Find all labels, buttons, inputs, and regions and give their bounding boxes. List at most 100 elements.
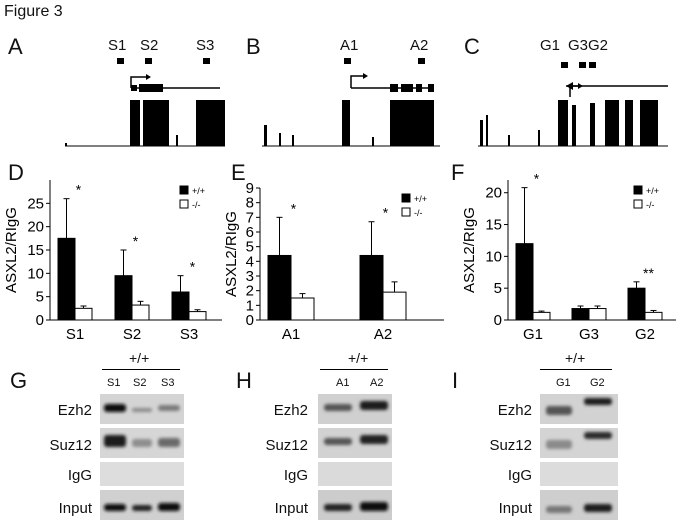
y-tick-label-d-3: 15	[27, 242, 44, 259]
probe-label-g3g2: G3G2	[568, 37, 609, 54]
genotype-line-g	[102, 369, 180, 370]
y-tick-label-e-4: 4	[246, 253, 254, 270]
genotype-label-i: +/+	[565, 350, 586, 366]
genotype-label-g: +/+	[129, 350, 150, 366]
panel-letter-e: E	[231, 160, 246, 185]
chip-peak-c3	[640, 100, 658, 146]
genotype-line-i	[540, 369, 612, 370]
legend-label-f-1: -/-	[646, 200, 655, 210]
gel-row-label-i-igg: IgG	[507, 467, 532, 484]
bar-d-s1-s1	[74, 307, 93, 321]
lane-label-g-s3: S3	[161, 377, 175, 389]
gel-row-label-h-ezh2: Ezh2	[273, 402, 308, 419]
legend-swatch-e-0	[401, 193, 411, 203]
probe-label-a1: A1	[340, 37, 359, 54]
y-tick-label-e-2: 2	[246, 283, 254, 300]
bar-f-g2-s0	[627, 287, 646, 321]
gel-row-label-h-input: Input	[274, 500, 308, 517]
bar-e-a1-s0	[267, 254, 292, 321]
lane-label-g-s2: S2	[133, 377, 147, 389]
gene-track-a	[65, 58, 225, 147]
bar-f-g3-s1	[588, 308, 607, 321]
significance-e-a1: *	[291, 200, 297, 216]
y-tick-label-f-2: 10	[485, 248, 502, 265]
chip-peak-c2	[605, 100, 619, 146]
y-axis-label-e: ASXL2/RIgG	[224, 211, 240, 297]
panel-letter-g: G	[10, 368, 28, 393]
significance-e-a2: *	[383, 205, 389, 221]
y-tick-label-e-9: 9	[246, 180, 254, 197]
y-tick-label-d-5: 25	[27, 195, 44, 212]
lane-label-g-s1: S1	[107, 377, 121, 389]
legend-swatch-e-1	[401, 207, 411, 217]
lane-label-h-a1: A1	[336, 377, 350, 389]
chip-peak-c1	[558, 100, 568, 146]
y-tick-label-d-1: 5	[36, 289, 44, 306]
bar-d-s2-s1	[131, 304, 150, 321]
gel-row-label-i-suz12: Suz12	[489, 437, 532, 454]
chip-peak-a1	[130, 100, 140, 146]
probe-label-a2: A2	[410, 37, 429, 54]
probe-marker-g2	[589, 62, 596, 68]
gel-blot-h	[318, 394, 392, 520]
significance-f-g2: **	[643, 265, 654, 281]
gel-row-label-i-ezh2: Ezh2	[497, 402, 532, 419]
gel-blot-g	[100, 394, 184, 520]
probe-marker-s3	[203, 58, 210, 64]
gel-row-label-i-input: Input	[498, 500, 532, 517]
legend-swatch-d-0	[179, 185, 189, 195]
probe-label-g1: G1	[540, 37, 561, 54]
x-tick-label-f-g3: G3	[579, 326, 599, 340]
gene-track-b	[262, 58, 440, 147]
bar-d-s3-s0	[171, 291, 190, 321]
legend-label-f-0: +/+	[646, 186, 659, 196]
significance-f-g1: *	[534, 171, 540, 187]
bar-chart-f: 0 5 10 15 20 ASXL2/RIgG * G1 G3 ** G2 +/+ -/-	[461, 171, 676, 340]
gel-row-label-g-igg: IgG	[67, 467, 92, 484]
genotype-label-h: +/+	[348, 350, 369, 366]
y-tick-label-e-8: 8	[246, 195, 254, 212]
gel-row-label-g-input: Input	[58, 500, 92, 517]
panel-letter-c: C	[464, 34, 480, 59]
y-tick-label-f-1: 5	[494, 280, 502, 297]
bar-f-g3-s0	[571, 308, 590, 321]
gel-row-label-g-ezh2: Ezh2	[57, 402, 92, 419]
x-tick-label-f-g1: G1	[523, 326, 543, 340]
tss-arrow-b	[350, 75, 363, 88]
chip-peak-b2	[390, 100, 434, 146]
y-tick-label-f-3: 15	[485, 217, 502, 234]
x-tick-label-d-s1: S1	[66, 326, 84, 340]
gene-tracks	[65, 58, 668, 147]
legend-swatch-d-1	[179, 199, 189, 209]
gene-track-c	[478, 62, 668, 147]
chip-peak-b1	[342, 100, 350, 146]
bar-f-g2-s1	[644, 311, 663, 321]
y-tick-label-d-2: 10	[27, 265, 44, 282]
probe-marker-s2	[145, 58, 152, 64]
probe-marker-g3	[579, 62, 586, 68]
y-tick-label-d-4: 20	[27, 219, 44, 236]
legend-swatch-f-0	[633, 185, 643, 195]
exon-a	[139, 84, 163, 92]
x-tick-label-d-s3: S3	[180, 326, 198, 340]
y-axis-label-d: ASXL2/RIgG	[3, 207, 20, 293]
y-tick-label-e-1: 1	[246, 297, 254, 314]
bar-f-g1-s0	[515, 243, 534, 321]
lane-label-i-g1: G1	[556, 377, 571, 389]
x-tick-label-d-s2: S2	[123, 326, 141, 340]
y-tick-label-e-3: 3	[246, 268, 254, 285]
significance-d-s1: *	[76, 182, 82, 198]
bar-e-a1-s1	[290, 297, 315, 321]
probe-label-s1: S1	[108, 37, 127, 54]
chip-peak-a2	[143, 100, 169, 146]
x-tick-label-e-a1: A1	[282, 326, 300, 340]
bar-f-g1-s1	[532, 311, 551, 321]
significance-d-s3: *	[190, 259, 196, 275]
probe-marker-a1	[344, 58, 351, 64]
legend-label-e-0: +/+	[414, 194, 427, 204]
figure-title: Figure 3	[4, 3, 63, 20]
probe-label-s2: S2	[140, 37, 159, 54]
y-tick-label-d-0: 0	[36, 312, 44, 329]
probe-marker-s1	[117, 58, 124, 64]
